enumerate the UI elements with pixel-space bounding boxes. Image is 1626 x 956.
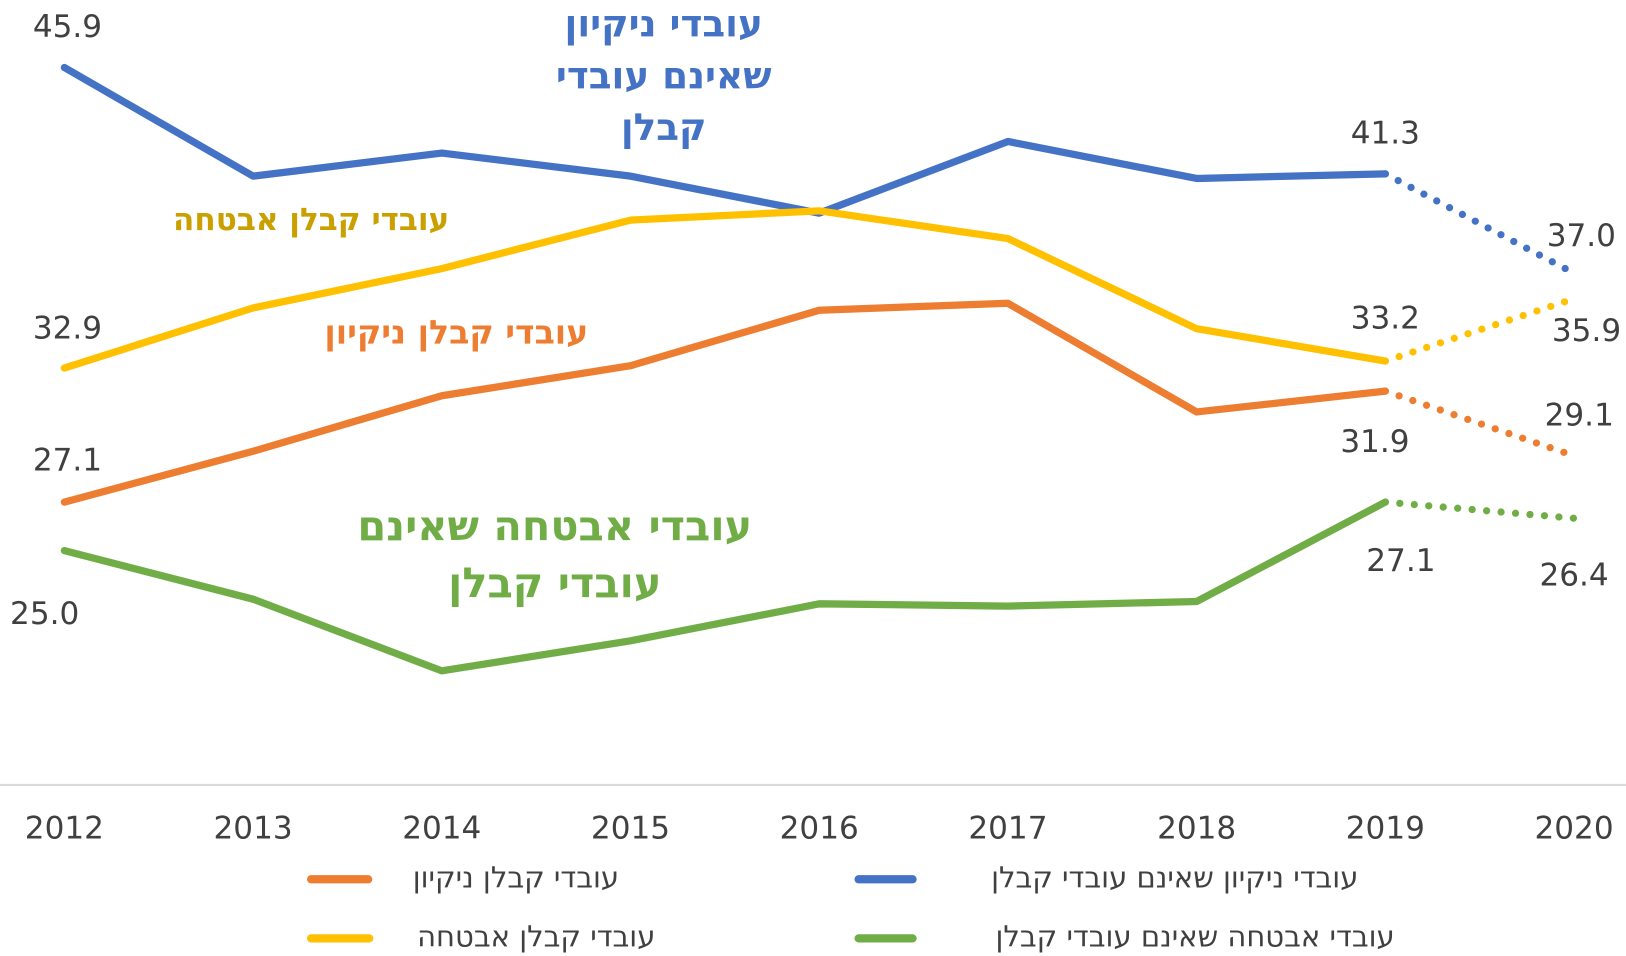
legend-label: עובדי אבטחה שאינם עובדי קבלן: [995, 919, 1394, 953]
x-tick-label: 2013: [214, 811, 293, 847]
data-label: 26.4: [1539, 557, 1608, 593]
annotation: עובדי ניקיון: [565, 1, 763, 45]
x-tick-label: 2018: [1157, 811, 1236, 847]
data-label: 27.1: [33, 443, 102, 479]
series-line: [60, 207, 1389, 372]
x-tick-label: 2017: [968, 811, 1047, 847]
series-line: [60, 299, 1389, 506]
data-label: 45.9: [33, 9, 102, 45]
annotation: עובדי קבלן אבטחה: [173, 202, 449, 238]
data-label: 29.1: [1545, 397, 1614, 433]
annotation: קבלן: [621, 105, 707, 149]
annotation: עובדי קבלן: [448, 559, 661, 607]
x-tick-label: 2012: [25, 811, 104, 847]
x-tick-label: 2016: [780, 811, 859, 847]
series-line-projected: [1381, 387, 1578, 460]
data-label: 25.0: [10, 596, 79, 632]
legend-label: עובדי קבלן ניקיון: [413, 860, 619, 894]
x-tick-label: 2020: [1534, 811, 1613, 847]
data-label: 41.3: [1351, 115, 1420, 151]
legend-label: עובדי ניקיון שאינם עובדי קבלן: [991, 860, 1358, 894]
data-label: 37.0: [1547, 218, 1616, 254]
data-label: 27.1: [1366, 543, 1435, 579]
data-label: 33.2: [1351, 301, 1420, 337]
data-label: 32.9: [33, 311, 102, 347]
annotation: עובדי קבלן ניקיון: [324, 312, 588, 351]
series-line-projected: [1381, 295, 1578, 365]
annotation: עובדי אבטחה שאינם: [357, 502, 752, 550]
x-tick-label: 2019: [1346, 811, 1425, 847]
annotation: שאינם עובדי: [556, 53, 772, 97]
series-line: [60, 498, 1389, 675]
data-label: 35.9: [1552, 313, 1621, 349]
x-tick-label: 2015: [591, 811, 670, 847]
data-label: 31.9: [1340, 424, 1409, 460]
x-tick-label: 2014: [402, 811, 481, 847]
series-line-projected: [1381, 170, 1578, 277]
series-line: [60, 63, 1389, 217]
series-line-projected: [1381, 498, 1578, 522]
legend-label: עובדי קבלן אבטחה: [417, 919, 655, 953]
